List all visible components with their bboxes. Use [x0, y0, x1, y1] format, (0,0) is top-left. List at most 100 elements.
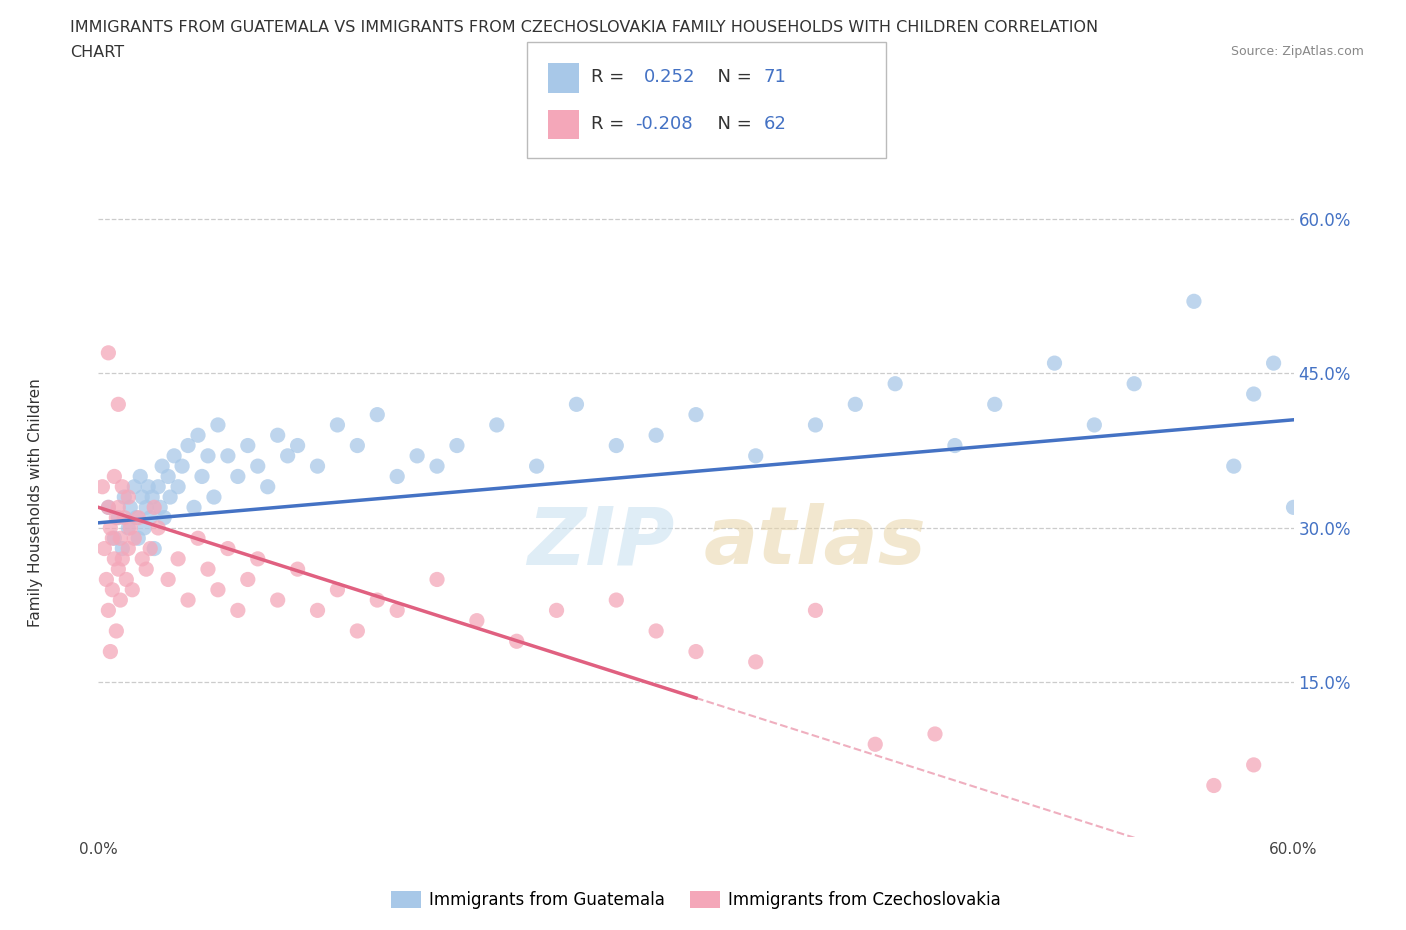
Point [117, 521, 139, 536]
Point [1043, 355, 1066, 370]
Point [141, 489, 163, 504]
Point [207, 418, 229, 432]
Point [1263, 355, 1285, 370]
Point [1083, 418, 1105, 432]
Point [97, 500, 120, 515]
Point [127, 511, 149, 525]
Point [153, 511, 176, 525]
Point [605, 438, 627, 453]
Text: IMMIGRANTS FROM GUATEMALA VS IMMIGRANTS FROM CZECHOSLOVAKIA FAMILY HOUSEHOLDS WI: IMMIGRANTS FROM GUATEMALA VS IMMIGRANTS … [70, 20, 1098, 35]
Point [246, 458, 269, 473]
Point [105, 623, 128, 638]
Point [125, 511, 148, 525]
Point [110, 592, 132, 607]
Point [307, 603, 329, 618]
Point [645, 428, 668, 443]
Point [191, 469, 214, 484]
Point [131, 489, 153, 504]
Point [107, 397, 129, 412]
Point [465, 613, 488, 628]
Point [117, 541, 139, 556]
Text: 0.252: 0.252 [644, 68, 696, 86]
Point [804, 603, 827, 618]
Point [863, 737, 886, 751]
Point [107, 562, 129, 577]
Point [139, 541, 162, 556]
Point [187, 531, 209, 546]
Point [565, 397, 588, 412]
Point [112, 489, 135, 504]
Point [97, 345, 120, 360]
Text: -0.208: -0.208 [636, 114, 693, 133]
Point [287, 562, 309, 577]
Text: N =: N = [706, 68, 758, 86]
Point [346, 438, 368, 453]
Point [98, 521, 122, 536]
Point [110, 531, 132, 546]
Point [150, 458, 173, 473]
Point [924, 726, 946, 741]
Point [111, 479, 134, 494]
Point [135, 562, 157, 577]
Point [526, 458, 548, 473]
Point [1223, 458, 1246, 473]
Point [129, 469, 152, 484]
Point [157, 469, 180, 484]
Point [202, 489, 225, 504]
Point [111, 551, 134, 566]
Point [172, 458, 194, 473]
Point [103, 469, 125, 484]
Point [217, 541, 239, 556]
Point [96, 572, 118, 587]
Text: ZIP: ZIP [527, 503, 673, 581]
Point [159, 489, 181, 504]
Point [136, 479, 159, 494]
Point [177, 592, 200, 607]
Point [366, 592, 388, 607]
Point [307, 458, 329, 473]
Point [844, 397, 866, 412]
Text: Source: ZipAtlas.com: Source: ZipAtlas.com [1230, 45, 1364, 58]
Point [546, 603, 568, 618]
Point [197, 448, 219, 463]
Point [745, 655, 768, 670]
Point [506, 634, 529, 649]
Point [226, 603, 249, 618]
Point [287, 438, 309, 453]
Point [124, 531, 146, 546]
Point [385, 603, 409, 618]
Point [143, 500, 166, 515]
Point [139, 511, 162, 525]
Point [217, 448, 239, 463]
Point [135, 500, 157, 515]
Point [103, 531, 125, 546]
Point [236, 438, 259, 453]
Point [91, 479, 114, 494]
Point [167, 479, 190, 494]
Point [111, 541, 134, 556]
Point [385, 469, 409, 484]
Point [1243, 757, 1265, 772]
Point [685, 644, 707, 659]
Point [246, 551, 269, 566]
Point [426, 458, 449, 473]
Text: Family Households with Children: Family Households with Children [28, 378, 42, 627]
Point [157, 572, 180, 587]
Point [197, 562, 219, 577]
Point [97, 500, 120, 515]
Point [187, 428, 209, 443]
Point [107, 500, 129, 515]
Point [148, 521, 170, 536]
Point [685, 407, 707, 422]
Point [120, 500, 142, 515]
Text: 71: 71 [763, 68, 786, 86]
Point [943, 438, 966, 453]
Point [115, 572, 138, 587]
Point [346, 623, 368, 638]
Point [426, 572, 449, 587]
Point [1243, 387, 1265, 402]
Point [884, 377, 907, 392]
Point [143, 541, 166, 556]
Point [267, 428, 290, 443]
Point [1202, 778, 1225, 793]
